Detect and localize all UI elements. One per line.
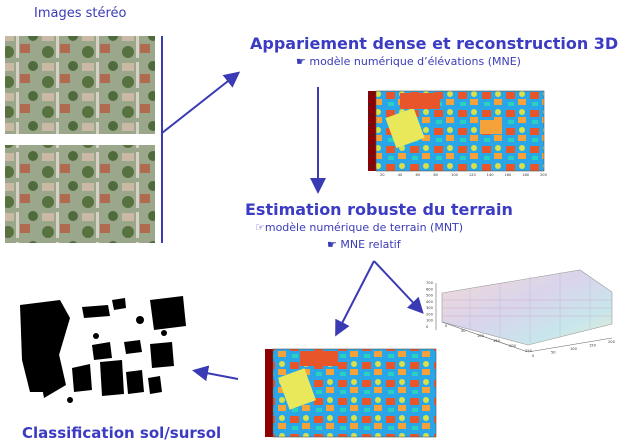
mne-y-tick-label: 100: [368, 133, 376, 137]
surface-z-tick-label: 700: [426, 281, 434, 285]
surface-y-tick-label: 100: [570, 347, 578, 351]
surface-z-tick-label: 500: [426, 294, 434, 298]
surface-x-tick-label: 100: [477, 334, 485, 338]
arrow-to-classification: [192, 365, 239, 382]
stereo-image-bottom: [5, 145, 155, 243]
classification-mask: [20, 296, 186, 403]
surface-y-tick-label: 50: [551, 351, 556, 355]
mne-x-tick-label: 60: [416, 173, 421, 177]
mne-y-axis-ticks: 20 40 60 80 100 120 140 160: [368, 92, 376, 168]
surface-y-tick-label: 0: [532, 354, 535, 358]
arrow-to-surface: [373, 260, 424, 314]
mne-x-tick-label: 200: [540, 173, 548, 177]
mne-figure: [368, 90, 545, 172]
step2-subtitle-2: ☛ MNE relatif: [327, 238, 401, 251]
surface-x-tick-label: 250: [525, 349, 533, 353]
mne-x-tick-label: 160: [504, 173, 512, 177]
mne-x-axis-ticks: 20 40 60 80 100 120 140 160 180 200: [380, 173, 548, 177]
mne-y-tick-label: 120: [368, 143, 376, 147]
surface-x-tick-label: 50: [461, 329, 466, 333]
step3-title: Classification sol/sursol: [22, 424, 222, 442]
mne-y-tick-label: 60: [368, 113, 373, 117]
mne-x-tick-label: 180: [522, 173, 530, 177]
surface-x-axis-ticks: 0 50 100 150 200 250: [445, 324, 533, 353]
surface-x-tick-label: 200: [509, 344, 517, 348]
mne-relatif-figure: [265, 348, 437, 438]
surface-z-tick-label: 400: [426, 300, 434, 304]
mne-x-tick-label: 40: [398, 173, 403, 177]
mne-x-tick-label: 100: [451, 173, 459, 177]
stereo-images-label: Images stéréo: [34, 6, 127, 21]
stereo-image-top: [5, 36, 155, 134]
mne-y-tick-label: 140: [368, 154, 376, 158]
surface-z-tick-label: 600: [426, 287, 434, 291]
surface-z-tick-label: 0: [426, 325, 429, 329]
mne-x-tick-label: 120: [469, 173, 477, 177]
terrain-surface-figure: [435, 269, 613, 353]
surface-y-axis-ticks: 0 50 100 150 200: [532, 340, 616, 358]
mne-y-tick-label: 80: [368, 123, 373, 127]
step2-subtitle-1: ☞modèle numérique de terrain (MNT): [255, 221, 464, 234]
surface-y-tick-label: 150: [589, 344, 597, 348]
step1-title: Appariement dense et reconstruction 3D: [250, 34, 618, 53]
mne-x-tick-label: 20: [380, 173, 385, 177]
surface-z-tick-label: 200: [426, 312, 434, 316]
step2-title: Estimation robuste du terrain: [245, 200, 513, 219]
mne-y-tick-label: 20: [368, 92, 373, 96]
arrow-to-mne-relatif: [335, 260, 375, 337]
surface-x-tick-label: 0: [445, 324, 448, 328]
mne-x-tick-label: 80: [433, 173, 438, 177]
mne-y-tick-label: 40: [368, 102, 373, 106]
arrow-to-step1: [161, 71, 241, 134]
surface-x-tick-label: 150: [493, 339, 501, 343]
surface-z-axis-ticks: 700 600 500 400 300 200 100 0: [426, 281, 434, 329]
step1-subtitle: ☛ modèle numérique d’élévations (MNE): [296, 55, 521, 68]
surface-z-tick-label: 100: [426, 319, 434, 323]
surface-z-tick-label: 300: [426, 306, 434, 310]
mne-x-tick-label: 140: [487, 173, 495, 177]
mne-y-tick-label: 160: [368, 164, 376, 168]
surface-y-tick-label: 200: [608, 340, 616, 344]
